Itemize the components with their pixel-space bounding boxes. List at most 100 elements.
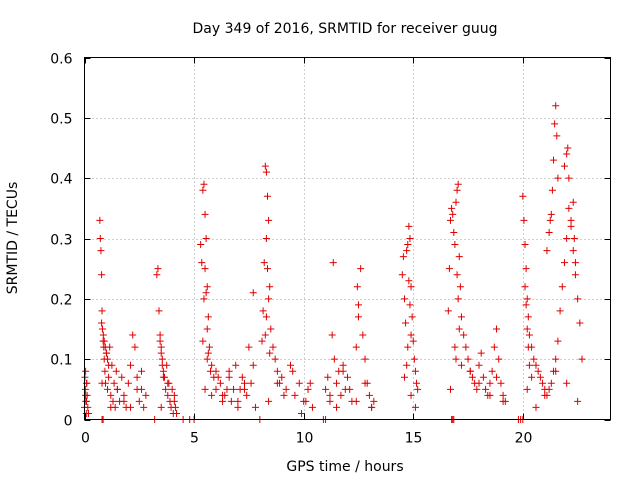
data-point (113, 385, 121, 393)
data-point (199, 337, 207, 345)
data-point (101, 343, 109, 351)
data-point (267, 325, 275, 333)
data-point (109, 397, 117, 405)
data-point (170, 397, 178, 405)
data-point (96, 216, 104, 224)
data-point (414, 385, 422, 393)
data-point (212, 385, 220, 393)
data-point (453, 186, 461, 194)
data-point (546, 216, 554, 224)
data-point (137, 367, 145, 375)
data-point (528, 373, 536, 381)
data-point (291, 391, 299, 399)
data-point (249, 289, 257, 297)
data-point (202, 289, 210, 297)
data-point (322, 385, 330, 393)
data-point (265, 216, 273, 224)
data-point (230, 385, 238, 393)
data-point (408, 313, 416, 321)
data-point (162, 385, 170, 393)
data-point (448, 204, 456, 212)
x-tick-label: 20 (515, 431, 533, 447)
data-point (521, 283, 529, 291)
data-point (278, 373, 286, 381)
y-tick-label: 0.2 (50, 293, 72, 309)
data-point (158, 355, 166, 363)
data-point (547, 210, 555, 218)
data-point (98, 379, 106, 387)
data-point (264, 265, 272, 273)
data-point (156, 337, 164, 345)
data-point (339, 361, 347, 369)
data-point (410, 355, 418, 363)
data-point (227, 397, 235, 405)
y-tick-labels: 0 0.1 0.2 0.3 0.4 0.5 0.6 (50, 52, 72, 430)
data-point (370, 397, 378, 405)
data-point (273, 367, 281, 375)
data-point (200, 180, 208, 188)
data-point (398, 271, 406, 279)
data-point (266, 283, 274, 291)
data-point (405, 277, 413, 285)
data-point (354, 313, 362, 321)
data-point (462, 343, 470, 351)
data-point (563, 379, 571, 387)
data-point (84, 409, 92, 417)
data-point (368, 403, 376, 411)
data-point (447, 216, 455, 224)
y-tick-label: 0.4 (50, 172, 72, 188)
data-point (329, 259, 337, 267)
data-point (499, 397, 507, 405)
data-point (452, 198, 460, 206)
data-point (159, 367, 167, 375)
data-point (486, 391, 494, 399)
data-point (519, 192, 527, 200)
data-point (333, 379, 341, 387)
data-point (326, 397, 334, 405)
data-point (199, 186, 207, 194)
data-point (454, 180, 462, 188)
data-point (98, 271, 106, 279)
data-point (545, 385, 553, 393)
data-point (574, 397, 582, 405)
data-point (159, 373, 167, 381)
data-point (400, 373, 408, 381)
data-point (464, 355, 472, 363)
y-tick-label: 0.6 (50, 52, 72, 68)
data-point (400, 295, 408, 303)
data-point (120, 391, 128, 399)
data-point (403, 361, 411, 369)
data-point (352, 343, 360, 351)
data-point (265, 295, 273, 303)
data-point (208, 361, 216, 369)
data-point (497, 379, 505, 387)
data-point (361, 355, 369, 363)
data-point (240, 379, 248, 387)
data-point (539, 379, 547, 387)
data-point (563, 150, 571, 158)
data-point (404, 241, 412, 249)
data-point (225, 373, 233, 381)
data-point (107, 391, 115, 399)
data-points (81, 102, 586, 423)
data-point (482, 385, 490, 393)
data-point (486, 379, 494, 387)
data-point (406, 235, 414, 242)
y-tick-label: 0.5 (50, 112, 72, 128)
data-point (280, 391, 288, 399)
data-point (574, 295, 582, 303)
data-point (105, 373, 113, 381)
data-point (454, 295, 462, 303)
data-point (541, 391, 549, 399)
data-point (297, 409, 305, 417)
data-point (475, 361, 483, 369)
data-point (450, 228, 458, 236)
data-point (357, 265, 365, 273)
data-point (96, 235, 104, 242)
data-point (524, 343, 532, 351)
data-point (110, 379, 118, 387)
y-axis-label: SRMTID / TECUs (5, 182, 21, 295)
data-point (466, 367, 474, 375)
data-point (328, 331, 336, 339)
data-point (261, 331, 269, 339)
